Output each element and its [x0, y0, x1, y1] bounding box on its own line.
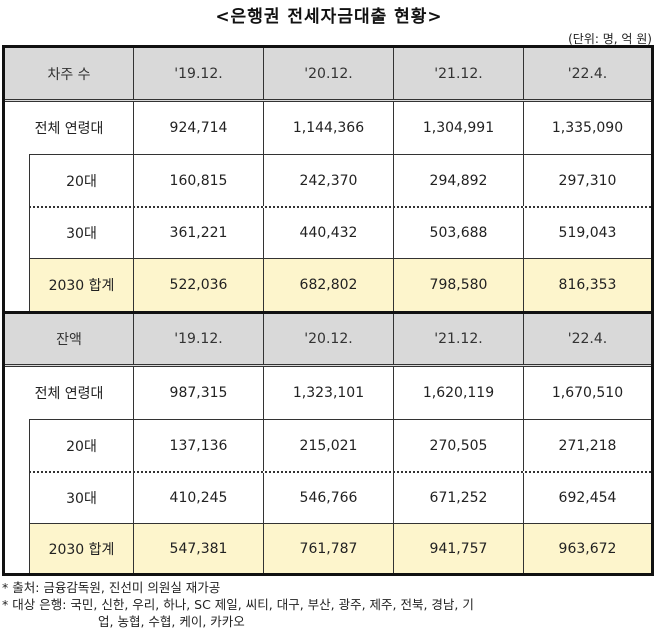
cell-value: 522,036 [133, 259, 263, 311]
period-header: '19.12. [133, 48, 263, 99]
table-row-sum: 2030 합계 547,381 761,787 941,757 963,672 [29, 523, 651, 573]
cell-value: 297,310 [523, 155, 651, 206]
cell-value: 1,620,119 [393, 367, 523, 419]
cell-value: 1,670,510 [523, 367, 651, 419]
cell-value: 1,335,090 [523, 102, 651, 154]
table-row: 30대 410,245 546,766 671,252 692,454 [29, 471, 651, 523]
cell-value: 546,766 [263, 473, 393, 523]
section-header-balance: 잔액 [56, 332, 82, 348]
cell-value: 1,144,366 [263, 102, 393, 154]
cell-value: 294,892 [393, 155, 523, 206]
table-title: <은행권 전세자금대출 현황> [215, 7, 443, 27]
cell-value: 987,315 [133, 367, 263, 419]
cell-value: 671,252 [393, 473, 523, 523]
period-header: '21.12. [393, 48, 523, 99]
cell-value: 798,580 [393, 259, 523, 311]
row-label: 전체 연령대 [34, 121, 104, 137]
cell-value: 941,757 [393, 524, 523, 573]
cell-value: 547,381 [133, 524, 263, 573]
row-label: 전체 연령대 [34, 386, 104, 402]
period-header: '19.12. [133, 314, 263, 364]
cell-value: 692,454 [523, 473, 651, 523]
cell-value: 440,432 [263, 208, 393, 258]
table-row: 20대 137,136 215,021 270,505 271,218 [29, 419, 651, 471]
table-row: 30대 361,221 440,432 503,688 519,043 [29, 206, 651, 258]
cell-value: 761,787 [263, 524, 393, 573]
row-label: 30대 [29, 473, 133, 523]
cell-value: 215,021 [263, 420, 393, 471]
cell-value: 361,221 [133, 208, 263, 258]
table-row-sum: 2030 합계 522,036 682,802 798,580 816,353 [29, 258, 651, 311]
period-header: '20.12. [263, 314, 393, 364]
row-label: 20대 [29, 155, 133, 206]
row-label: 20대 [29, 420, 133, 471]
cell-value: 242,370 [263, 155, 393, 206]
loan-status-table: 차주 수 '19.12. '20.12. '21.12. '22.4. 전체 연… [2, 45, 654, 576]
cell-value: 271,218 [523, 420, 651, 471]
banks-note-continued: 업, 농협, 수협, 케이, 카카오 [98, 614, 245, 629]
row-label: 2030 합계 [29, 524, 133, 573]
cell-value: 924,714 [133, 102, 263, 154]
period-header: '21.12. [393, 314, 523, 364]
period-header: '22.4. [523, 314, 651, 364]
source-note: * 출처: 금융감독원, 진선미 의원실 재가공 [2, 580, 221, 595]
cell-value: 1,323,101 [263, 367, 393, 419]
cell-value: 160,815 [133, 155, 263, 206]
header-row-balance: 잔액 '19.12. '20.12. '21.12. '22.4. [5, 311, 651, 367]
table-row: 전체 연령대 924,714 1,144,366 1,304,991 1,335… [5, 102, 651, 154]
cell-value: 682,802 [263, 259, 393, 311]
header-row-borrowers: 차주 수 '19.12. '20.12. '21.12. '22.4. [5, 48, 651, 102]
section-header-borrowers: 차주 수 [47, 66, 91, 83]
cell-value: 519,043 [523, 208, 651, 258]
row-label: 30대 [29, 208, 133, 258]
cell-value: 410,245 [133, 473, 263, 523]
period-header: '20.12. [263, 48, 393, 99]
cell-value: 1,304,991 [393, 102, 523, 154]
footnotes: * 출처: 금융감독원, 진선미 의원실 재가공 * 대상 은행: 국민, 신한… [0, 579, 658, 630]
cell-value: 137,136 [133, 420, 263, 471]
table-row: 20대 160,815 242,370 294,892 297,310 [29, 154, 651, 206]
cell-value: 270,505 [393, 420, 523, 471]
cell-value: 816,353 [523, 259, 651, 311]
period-header: '22.4. [523, 48, 651, 99]
cell-value: 963,672 [523, 524, 651, 573]
table-row: 전체 연령대 987,315 1,323,101 1,620,119 1,670… [5, 367, 651, 419]
cell-value: 503,688 [393, 208, 523, 258]
banks-note: * 대상 은행: 국민, 신한, 우리, 하나, SC 제일, 씨티, 대구, … [2, 597, 474, 612]
row-label: 2030 합계 [29, 259, 133, 311]
unit-label: (단위: 명, 억 원) [568, 32, 652, 46]
